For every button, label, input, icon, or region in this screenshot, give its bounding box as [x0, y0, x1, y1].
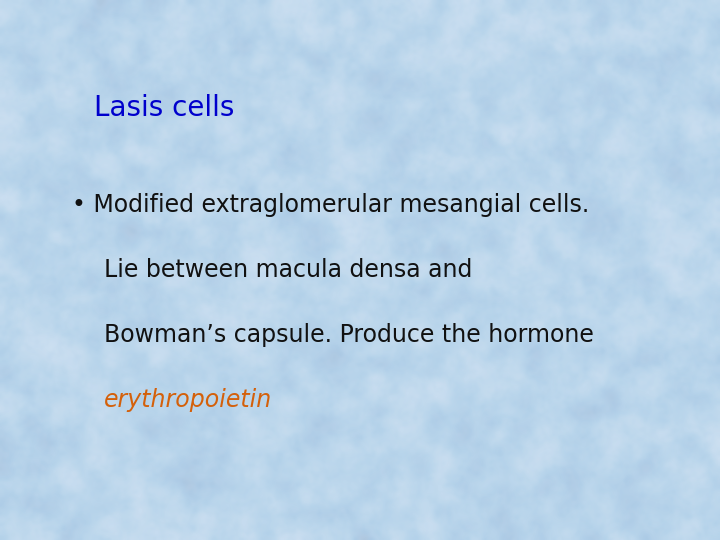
Text: • Modified extraglomerular mesangial cells.: • Modified extraglomerular mesangial cel…: [72, 193, 589, 217]
Text: Bowman’s capsule. Produce the hormone: Bowman’s capsule. Produce the hormone: [104, 323, 594, 347]
Text: erythropoietin: erythropoietin: [104, 388, 273, 411]
Text: Lasis cells: Lasis cells: [94, 94, 234, 122]
Text: Lie between macula densa and: Lie between macula densa and: [104, 258, 473, 282]
